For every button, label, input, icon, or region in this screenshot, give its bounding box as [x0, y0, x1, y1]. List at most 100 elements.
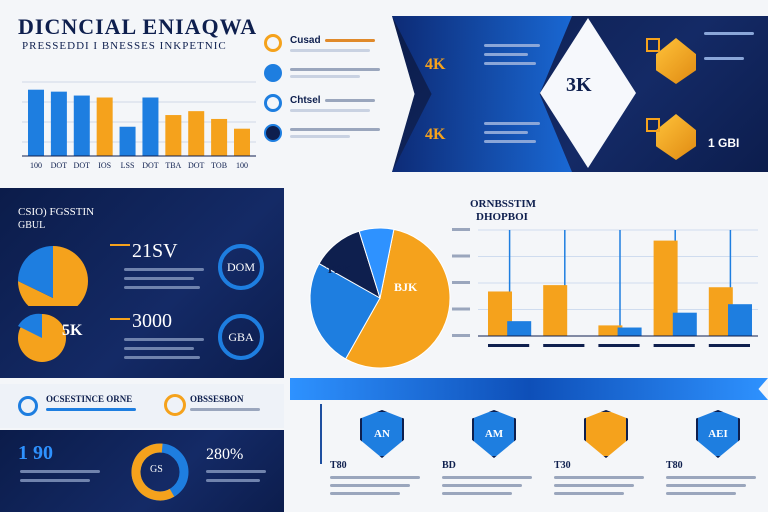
- bar: [28, 89, 44, 156]
- list-item: [264, 124, 384, 142]
- bar: [73, 95, 90, 156]
- bar: [142, 97, 159, 156]
- shield-icon: AEI: [696, 410, 740, 458]
- timeline-step-label: AM: [484, 428, 504, 440]
- tick-label: [653, 344, 695, 347]
- bar: [211, 118, 228, 156]
- tick-label: [708, 344, 750, 347]
- small-square-icon: [646, 118, 660, 132]
- bottom-pct: 280%: [206, 446, 244, 463]
- icon-list: Cusad Chtsel: [264, 34, 384, 142]
- bar: [598, 325, 623, 336]
- pie-label-1: TBK: [326, 262, 352, 276]
- bar: [96, 97, 113, 156]
- list-item: [264, 64, 384, 82]
- timeline-step: T30: [554, 410, 658, 495]
- tick-label: [452, 307, 470, 311]
- kpi-stat-2: 3000: [132, 310, 172, 332]
- bar2-title-1: ORNBSSTIM: [470, 198, 537, 210]
- timeline-step: AN T80: [330, 410, 434, 495]
- bar: [672, 312, 697, 336]
- bottom-value: 1 90: [18, 442, 53, 464]
- text-block: [704, 32, 754, 60]
- pie-slice: [358, 227, 395, 299]
- stat-right: 1 GBI: [708, 136, 740, 150]
- timeline-row: AN T80 AM BD T30 AEI T80: [330, 410, 760, 508]
- globe-icon: [18, 396, 38, 416]
- info-label-2: OBSSESBON: [190, 394, 244, 404]
- bar: [543, 285, 568, 336]
- bar: [728, 304, 752, 336]
- small-square-icon: [646, 38, 660, 52]
- user-circle-icon: [264, 34, 282, 52]
- info-strip: [0, 384, 284, 428]
- kpi-ring-2: GBA: [218, 314, 264, 360]
- shield-icon: [584, 410, 628, 458]
- timeline-step-number: T80: [330, 460, 347, 471]
- kpi-ring-1-label: DOM: [226, 259, 255, 274]
- tick-label: [452, 281, 470, 284]
- center-stat: 3K: [566, 74, 592, 96]
- tick-label: 100: [236, 161, 248, 170]
- text-block: [20, 470, 100, 482]
- text-block: [124, 338, 204, 359]
- list-item-label: Cusad: [290, 34, 321, 46]
- list-item: Chtsel: [264, 94, 384, 112]
- kpi-pie-top: [18, 246, 88, 306]
- tick-label: LSS: [121, 161, 135, 170]
- stat-left-2: 4K: [425, 126, 446, 143]
- bar: [119, 126, 136, 156]
- bar: [617, 327, 642, 336]
- tick-label: [488, 344, 530, 347]
- tick-label: TOB: [211, 161, 227, 170]
- timeline-ribbon: [290, 378, 768, 400]
- timeline-step: AEI T80: [666, 410, 768, 495]
- bar: [165, 115, 182, 156]
- tick-label: [543, 344, 585, 347]
- info-label-1: OCSESTINCE ORNE: [46, 394, 133, 404]
- page-subtitle: PRESSEDDI I BNESSES INKPETNIC: [22, 40, 227, 52]
- bar2-title-2: DHOPBOI: [476, 211, 528, 223]
- timeline-step-label: AN: [374, 428, 390, 440]
- timeline-step-label: AEI: [708, 428, 728, 440]
- list-item-label: Chtsel: [290, 94, 321, 106]
- text-block: [484, 122, 540, 143]
- kpi-ring-1: DOM: [218, 244, 264, 290]
- kpi-stat-1: 21SV: [132, 240, 178, 262]
- kpi-ring-2-label: GBA: [228, 329, 254, 344]
- tick-label: DOT: [142, 161, 159, 170]
- pie-slice: [309, 262, 381, 360]
- timeline-step-number: T30: [554, 460, 571, 471]
- timeline-step-number: T80: [666, 460, 683, 471]
- tick-label: IOS: [98, 161, 111, 170]
- bottom-donut-label: GS: [150, 464, 163, 475]
- globe-icon: [264, 64, 282, 82]
- tick-label: [452, 228, 470, 231]
- clipboard-icon: [264, 94, 282, 112]
- pie-label-2: BJK: [394, 280, 418, 294]
- kpi-section-label: CSIO) FGSSTIN: [18, 206, 95, 218]
- kpi-divider: [110, 244, 130, 246]
- kpi-pie-bottom: [18, 313, 66, 362]
- tick-label: DOT: [188, 161, 205, 170]
- pie-slice: [344, 228, 451, 369]
- text-block: [124, 268, 204, 289]
- shield-icon: AN: [360, 410, 404, 458]
- comparison-bar-chart: [452, 228, 758, 347]
- kpi-section-sub: GBUL: [18, 220, 46, 231]
- tick-label: TBA: [165, 161, 181, 170]
- bar: [234, 128, 250, 156]
- shield-icon: AM: [472, 410, 516, 458]
- timeline-axis: [320, 404, 322, 464]
- stat-left-1: 4K: [425, 56, 446, 73]
- text-block: [484, 44, 540, 65]
- bar: [50, 91, 67, 156]
- tick-label: [452, 334, 470, 337]
- kpi-divider: [110, 318, 130, 320]
- tick-label: [598, 344, 640, 347]
- bottom-donut: [131, 443, 189, 501]
- kpi-pie-label: 5K: [62, 322, 83, 339]
- bar: [507, 321, 532, 336]
- share-pie-chart: [309, 227, 451, 369]
- badge-icon: [164, 394, 186, 416]
